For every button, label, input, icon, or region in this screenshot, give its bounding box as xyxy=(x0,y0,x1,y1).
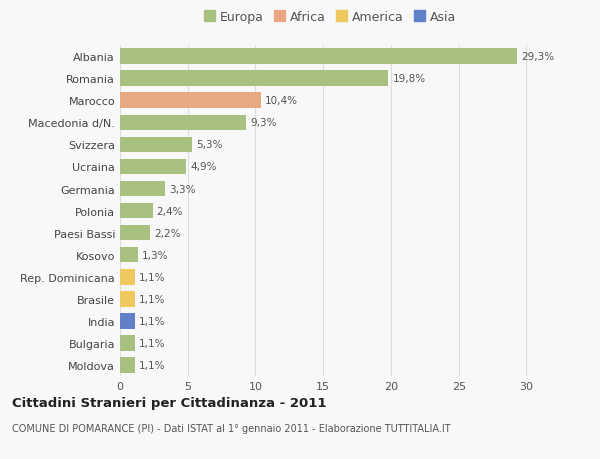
Text: 19,8%: 19,8% xyxy=(392,74,425,84)
Bar xyxy=(120,313,135,329)
Text: 1,1%: 1,1% xyxy=(139,338,166,348)
Bar xyxy=(120,336,135,351)
Text: 1,3%: 1,3% xyxy=(142,250,168,260)
Bar xyxy=(120,181,165,197)
Bar xyxy=(120,247,137,263)
Bar xyxy=(120,203,152,219)
Text: Cittadini Stranieri per Cittadinanza - 2011: Cittadini Stranieri per Cittadinanza - 2… xyxy=(12,396,326,409)
Bar xyxy=(120,159,187,175)
Bar xyxy=(120,93,261,109)
Text: 4,9%: 4,9% xyxy=(190,162,217,172)
Text: 2,2%: 2,2% xyxy=(154,228,181,238)
Text: 1,1%: 1,1% xyxy=(139,294,166,304)
Text: 1,1%: 1,1% xyxy=(139,316,166,326)
Text: COMUNE DI POMARANCE (PI) - Dati ISTAT al 1° gennaio 2011 - Elaborazione TUTTITAL: COMUNE DI POMARANCE (PI) - Dati ISTAT al… xyxy=(12,424,451,433)
Text: 9,3%: 9,3% xyxy=(250,118,277,128)
Bar xyxy=(120,71,388,87)
Legend: Europa, Africa, America, Asia: Europa, Africa, America, Asia xyxy=(199,6,461,29)
Text: 1,1%: 1,1% xyxy=(139,272,166,282)
Bar xyxy=(120,115,246,131)
Text: 5,3%: 5,3% xyxy=(196,140,223,150)
Bar xyxy=(120,358,135,373)
Bar xyxy=(120,225,150,241)
Text: 3,3%: 3,3% xyxy=(169,184,195,194)
Bar xyxy=(120,137,192,153)
Text: 1,1%: 1,1% xyxy=(139,360,166,370)
Bar xyxy=(120,49,517,65)
Bar xyxy=(120,269,135,285)
Text: 2,4%: 2,4% xyxy=(157,206,183,216)
Text: 29,3%: 29,3% xyxy=(521,52,554,62)
Text: 10,4%: 10,4% xyxy=(265,96,298,106)
Bar xyxy=(120,291,135,307)
